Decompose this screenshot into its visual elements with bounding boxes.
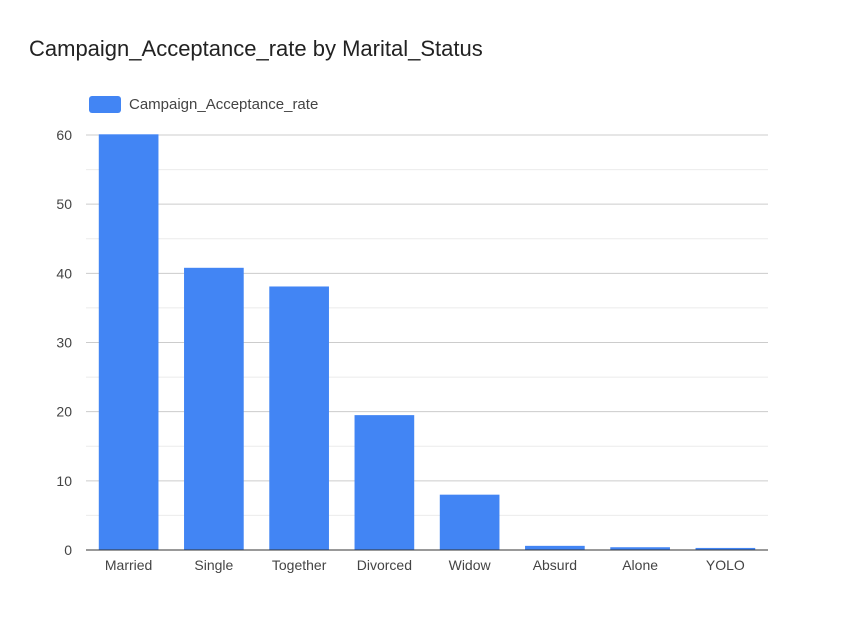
bar-divorced xyxy=(354,415,415,550)
x-tick-label: YOLO xyxy=(706,557,745,573)
x-tick-label: Absurd xyxy=(533,557,577,573)
y-tick-label: 10 xyxy=(56,473,72,489)
bar-single xyxy=(184,267,244,550)
y-tick-label: 20 xyxy=(56,404,72,420)
y-tick-label: 50 xyxy=(56,196,72,212)
legend-label: Campaign_Acceptance_rate xyxy=(129,96,319,113)
bar-married xyxy=(98,134,159,550)
y-tick-label: 40 xyxy=(56,265,72,281)
chart-title: Campaign_Acceptance_rate by Marital_Stat… xyxy=(29,36,483,61)
y-tick-label: 60 xyxy=(56,127,72,143)
bar-yolo xyxy=(695,547,756,550)
y-tick-label: 30 xyxy=(56,335,72,351)
x-tick-label: Divorced xyxy=(357,557,412,573)
x-tick-label: Widow xyxy=(449,557,492,573)
x-tick-label: Together xyxy=(272,557,327,573)
bar-together xyxy=(269,286,329,550)
bar-absurd xyxy=(525,545,585,550)
x-tick-label: Single xyxy=(194,557,233,573)
legend-swatch xyxy=(89,96,121,113)
x-tick-label: Married xyxy=(105,557,152,573)
y-tick-label: 0 xyxy=(64,542,72,558)
bar-alone xyxy=(610,547,670,550)
legend: Campaign_Acceptance_rate xyxy=(89,96,318,113)
bar-widow xyxy=(439,494,500,550)
x-tick-label: Alone xyxy=(622,557,658,573)
